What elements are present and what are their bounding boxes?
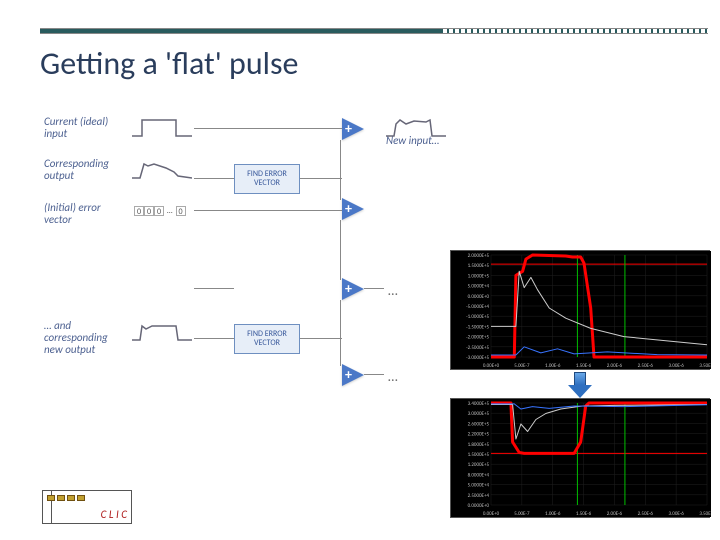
conn bbox=[194, 178, 234, 179]
svg-text:1.50E-6: 1.50E-6 bbox=[576, 511, 592, 517]
wave-new-input bbox=[386, 116, 446, 140]
err-cell: 0 bbox=[144, 206, 154, 216]
svg-text:-1.0000E+5: -1.0000E+5 bbox=[466, 314, 489, 320]
svg-text:3.4000E+5: 3.4000E+5 bbox=[468, 401, 490, 407]
conn bbox=[364, 288, 384, 289]
svg-text:1.00E-6: 1.00E-6 bbox=[545, 511, 561, 517]
down-arrow-icon bbox=[568, 372, 592, 398]
conn bbox=[194, 210, 342, 211]
conn bbox=[194, 288, 234, 289]
conn bbox=[194, 338, 234, 339]
sum-node-4 bbox=[342, 364, 364, 386]
err-cell: 0 bbox=[134, 206, 144, 216]
svg-text:-2.0000E+5: -2.0000E+5 bbox=[466, 335, 489, 341]
err-cell: 0 bbox=[176, 206, 186, 216]
svg-text:3.00E-6: 3.00E-6 bbox=[668, 511, 684, 517]
svg-text:1.5000E+5: 1.5000E+5 bbox=[468, 263, 490, 269]
svg-text:5.00E-7: 5.00E-7 bbox=[514, 511, 530, 517]
svg-text:0.00E+0: 0.00E+0 bbox=[483, 363, 500, 369]
scope-after-plot: 3.4000E+5 3.0000E+5 2.6000E+5 2.2000E+5 1.80… bbox=[451, 399, 711, 517]
conn bbox=[300, 338, 342, 339]
page-title: Getting a 'flat' pulse bbox=[40, 44, 298, 83]
conn bbox=[364, 374, 384, 375]
find-error-box-1: FIND ERROR VECTOR bbox=[234, 164, 300, 194]
label-new-output: … and corresponding new output bbox=[44, 320, 108, 356]
scope-before: 2.0000E+5 1.5000E+5 1.0000E+5 5.0000E+4 0.00… bbox=[450, 250, 710, 370]
label-initial-error: (Initial) error vector bbox=[44, 202, 101, 226]
err-dots: … bbox=[164, 206, 176, 216]
ellipsis-2: … bbox=[388, 368, 398, 385]
svg-text:0.00E+0: 0.00E+0 bbox=[483, 511, 500, 517]
svg-text:-3.0000E+5: -3.0000E+5 bbox=[466, 355, 489, 361]
label-corresponding-output: Corresponding output bbox=[44, 158, 109, 182]
sum-node-3 bbox=[342, 278, 364, 300]
logo-text: C L I C bbox=[101, 508, 127, 521]
svg-text:2.00E-6: 2.00E-6 bbox=[607, 363, 623, 369]
svg-text:2.0000E+5: 2.0000E+5 bbox=[468, 253, 490, 259]
err-cell: 0 bbox=[154, 206, 164, 216]
conn bbox=[194, 128, 342, 129]
scope-before-plot: 2.0000E+5 1.5000E+5 1.0000E+5 5.0000E+4 0.00… bbox=[451, 251, 711, 369]
sum-node-1 bbox=[342, 118, 364, 140]
svg-text:3.50E-6: 3.50E-6 bbox=[699, 363, 711, 369]
flow-diagram: Current (ideal) input Corresponding outp… bbox=[44, 110, 474, 410]
svg-text:1.00E-6: 1.00E-6 bbox=[545, 363, 561, 369]
svg-text:-5.0000E+4: -5.0000E+4 bbox=[466, 304, 489, 310]
svg-text:2.50E-6: 2.50E-6 bbox=[638, 363, 654, 369]
conn bbox=[300, 178, 342, 179]
label-current-input: Current (ideal) input bbox=[44, 116, 108, 140]
conn bbox=[340, 140, 341, 200]
sum-node-2 bbox=[342, 198, 364, 220]
error-vector: 0 0 0 … 0 bbox=[134, 206, 186, 216]
svg-text:1.2000E+5: 1.2000E+5 bbox=[468, 462, 490, 468]
svg-text:5.00E-7: 5.00E-7 bbox=[514, 363, 530, 369]
svg-text:0.0000E+0: 0.0000E+0 bbox=[468, 503, 490, 509]
svg-text:3.00E-6: 3.00E-6 bbox=[668, 363, 684, 369]
svg-text:2.50E-6: 2.50E-6 bbox=[638, 511, 654, 517]
wave-ideal-input bbox=[132, 116, 192, 140]
svg-text:5.0000E+4: 5.0000E+4 bbox=[468, 284, 490, 290]
svg-text:1.8000E+5: 1.8000E+5 bbox=[468, 442, 490, 448]
svg-text:-1.5000E+5: -1.5000E+5 bbox=[466, 324, 489, 330]
svg-text:5.0000E+4: 5.0000E+4 bbox=[468, 483, 490, 489]
svg-text:1.0000E+5: 1.0000E+5 bbox=[468, 273, 490, 279]
svg-text:8.0000E+4: 8.0000E+4 bbox=[468, 472, 490, 478]
ellipsis-1: … bbox=[388, 282, 398, 299]
conn bbox=[340, 300, 341, 366]
svg-text:2.2000E+5: 2.2000E+5 bbox=[468, 432, 490, 438]
svg-text:3.0000E+5: 3.0000E+5 bbox=[468, 411, 490, 417]
wave-new-output bbox=[132, 320, 192, 344]
scope-after: 3.4000E+5 3.0000E+5 2.6000E+5 2.2000E+5 1.80… bbox=[450, 398, 710, 518]
svg-text:0.0000E+0: 0.0000E+0 bbox=[468, 294, 490, 300]
header-rule bbox=[40, 28, 708, 34]
svg-text:2.5000E+4: 2.5000E+4 bbox=[468, 493, 490, 499]
wave-output bbox=[132, 158, 192, 182]
svg-text:2.00E-6: 2.00E-6 bbox=[607, 511, 623, 517]
svg-text:2.6000E+5: 2.6000E+5 bbox=[468, 421, 490, 427]
svg-text:1.5000E+5: 1.5000E+5 bbox=[468, 452, 490, 458]
conn bbox=[340, 220, 341, 280]
find-error-box-2: FIND ERROR VECTOR bbox=[234, 324, 300, 354]
svg-text:1.50E-6: 1.50E-6 bbox=[576, 363, 592, 369]
clic-logo: C L I C bbox=[42, 490, 132, 524]
svg-text:-2.5000E+5: -2.5000E+5 bbox=[466, 345, 489, 351]
svg-text:3.50E-6: 3.50E-6 bbox=[699, 511, 711, 517]
